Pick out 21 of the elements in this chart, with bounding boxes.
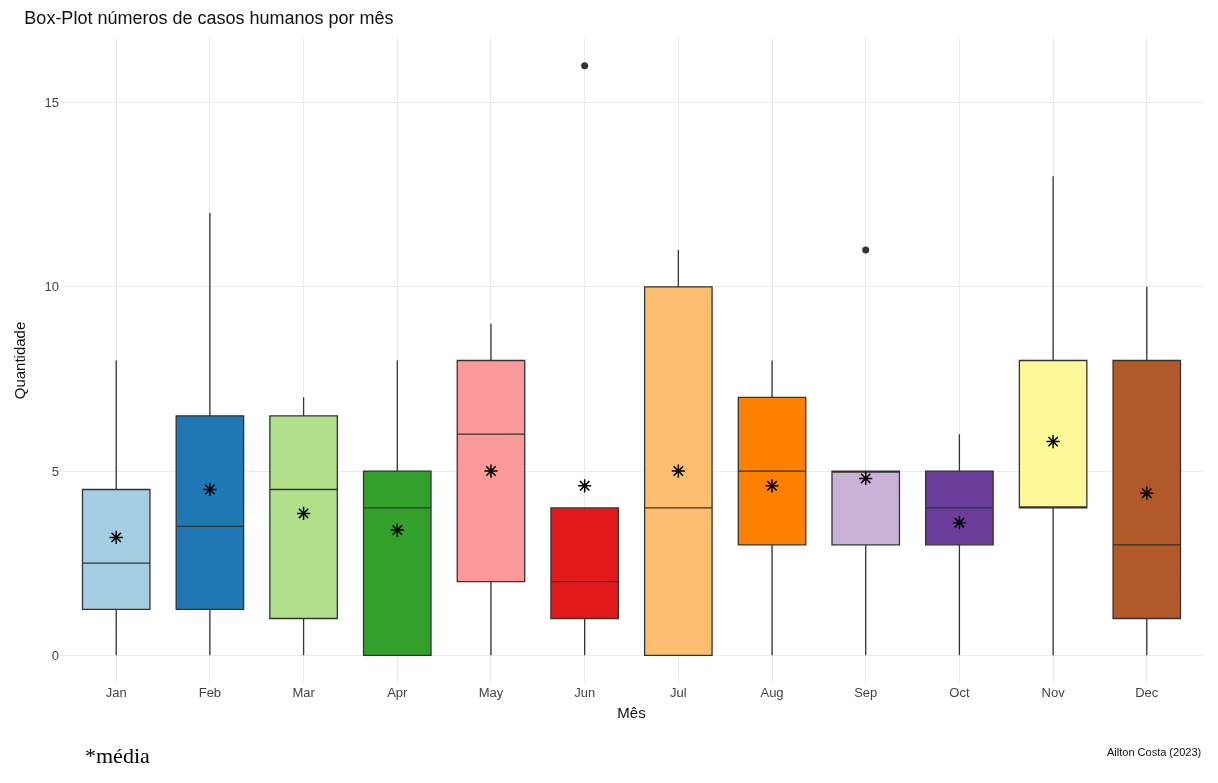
x-tick-label: Feb	[198, 685, 222, 700]
x-tick-label: Jun	[574, 685, 596, 700]
text: *média	[85, 743, 150, 768]
y-tick-label: 0	[51, 647, 59, 663]
y-tick-label: 5	[51, 463, 59, 479]
y-tick-label: 15	[44, 95, 59, 111]
chart-title: Box-Plot números de casos humanos por mês	[24, 8, 394, 29]
x-tick-label: Apr	[387, 685, 409, 700]
x-axis-title: Mês	[617, 704, 646, 721]
y-tick-label: 10	[44, 279, 59, 295]
x-tick-label: Jul	[670, 685, 687, 700]
x-tick-label: Mar	[292, 685, 316, 700]
x-tick-label: Dec	[1135, 685, 1159, 700]
x-tick-label: May	[478, 685, 504, 700]
x-tick-label: Oct	[949, 685, 970, 700]
x-tick-label: Nov	[1041, 685, 1066, 700]
y-axis-title: Quantidade	[10, 321, 28, 400]
x-tick-label: Aug	[760, 685, 784, 700]
text: Ailton Costa (2023)	[1107, 746, 1202, 758]
x-tick-label: Jan	[105, 685, 127, 700]
x-tick-label: Sep	[854, 685, 878, 700]
